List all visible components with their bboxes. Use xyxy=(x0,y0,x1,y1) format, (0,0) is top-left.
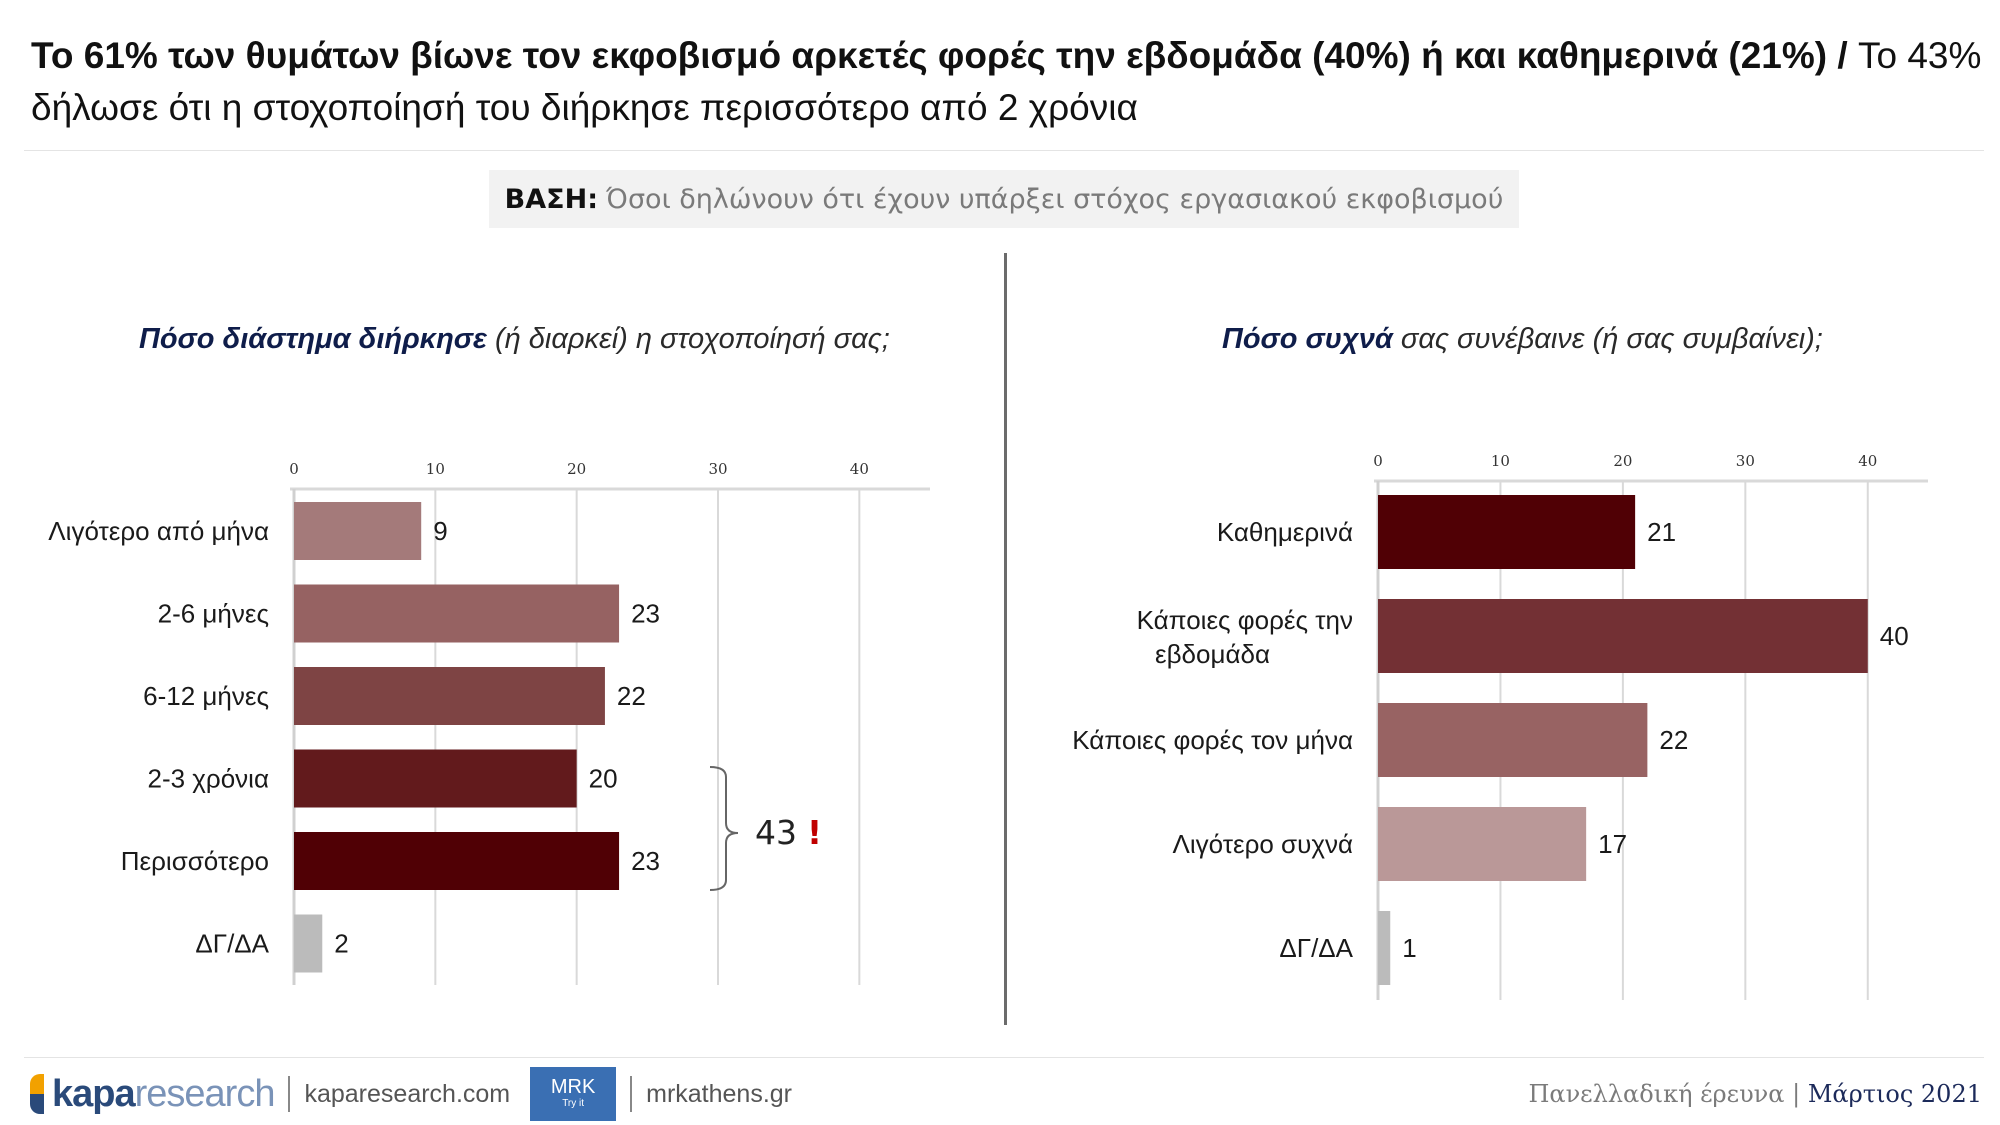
value-label-0-0: 9 xyxy=(433,516,447,546)
bar-0-4 xyxy=(294,832,620,890)
value-label-0-5: 2 xyxy=(334,929,348,959)
left-title-rest: (ή διαρκεί) η στοχοποίησή σας; xyxy=(486,323,890,355)
left-chart-title: Πόσο διάστημα διήρκησε (ή διαρκεί) η στο… xyxy=(139,323,890,356)
mrk-url[interactable]: mrkathens.gr xyxy=(646,1079,793,1108)
base-box: ΒΑΣΗ: Όσοι δηλώνουν ότι έχουν υπάρξει στ… xyxy=(489,170,1519,228)
x-tick-label-0-2: 20 xyxy=(567,460,586,478)
headline-bold: Το 61% των θυμάτων βίωνε τον εκφοβισμό α… xyxy=(31,35,1828,76)
curly-brace xyxy=(709,766,739,891)
footer-separator xyxy=(288,1076,291,1112)
category-label-0-4: Περισσότερο xyxy=(121,846,269,876)
x-tick-label-1-0: 0 xyxy=(1373,452,1383,470)
x-tick-label-0-4: 40 xyxy=(850,460,869,478)
right-bar-chart: 0 10 20 30 40 21 Καθημερινά 40 Κάποιες φορές την… xyxy=(1072,452,1928,1000)
survey-date: Μάρτιος 2021 xyxy=(1807,1080,1982,1108)
category-label-1-0: Καθημερινά xyxy=(1217,517,1353,547)
value-label-0-1: 23 xyxy=(631,599,660,629)
right-title-rest: σας συνέβαινε (ή σας συμβαίνει); xyxy=(1392,323,1823,355)
exclamation-icon: ! xyxy=(807,813,823,852)
right-chart-title: Πόσο συχνά σας συνέβαινε (ή σας συμβαίνε… xyxy=(1222,323,1823,356)
value-label-1-1: 40 xyxy=(1880,621,1909,651)
footer-logos: kaparesearch kaparesearch.com MRK Try it… xyxy=(26,1067,792,1121)
headline-slash: / xyxy=(1827,35,1858,76)
footer-separator-2 xyxy=(630,1076,633,1112)
kapa-url[interactable]: kaparesearch.com xyxy=(304,1079,511,1108)
value-label-0-3: 20 xyxy=(589,764,618,794)
headline-normal: Το 43% δήλωσε ότι η στοχοποίησή του διήρ… xyxy=(31,35,1982,128)
category-label-0-1: 2-6 μήνες xyxy=(158,599,269,629)
kapa-logo-icon xyxy=(26,1074,46,1114)
bar-0-2 xyxy=(294,667,605,725)
bar-0-1 xyxy=(294,584,620,643)
bar-1-3 xyxy=(1378,807,1587,881)
right-title-strong: Πόσο συχνά xyxy=(1222,323,1393,355)
bar-1-1 xyxy=(1378,599,1868,673)
kapa-logo: kaparesearch xyxy=(52,1072,275,1115)
x-tick-label-1-2: 20 xyxy=(1613,452,1632,470)
mrk-logo: MRK Try it xyxy=(530,1067,617,1121)
category-label-1-4: ΔΓ/ΔΑ xyxy=(1279,933,1353,963)
survey-label: Πανελλαδική έρευνα xyxy=(1528,1080,1785,1108)
x-tick-label-1-4: 40 xyxy=(1858,452,1877,470)
headline: Το 61% των θυμάτων βίωνε τον εκφοβισμό α… xyxy=(31,30,1991,134)
x-tick-label-1-3: 30 xyxy=(1736,452,1755,470)
category-label-1-1: Κάποιες φορές την εβδομάδα xyxy=(1137,605,1353,669)
category-label-1-3: Λιγότερο συχνά xyxy=(1172,829,1353,859)
value-label-0-4: 23 xyxy=(631,846,660,876)
bar-1-4 xyxy=(1378,911,1391,985)
bracket-total-value: 43 xyxy=(755,813,797,852)
bracket-brace xyxy=(709,766,739,891)
bar-0-5 xyxy=(294,914,323,973)
value-label-0-2: 22 xyxy=(617,681,646,711)
bar-0-0 xyxy=(294,502,422,560)
category-label-0-5: ΔΓ/ΔΑ xyxy=(195,929,269,959)
x-tick-label-0-1: 10 xyxy=(426,460,445,478)
bar-0-3 xyxy=(294,749,577,808)
base-label: ΒΑΣΗ: xyxy=(504,183,598,215)
category-label-0-3: 2-3 χρόνια xyxy=(147,764,269,794)
survey-sep: | xyxy=(1784,1080,1808,1108)
category-label-0-0: Λιγότερο από μήνα xyxy=(48,516,269,546)
left-title-strong: Πόσο διάστημα διήρκησε xyxy=(139,323,487,355)
bar-1-0 xyxy=(1378,495,1636,569)
value-label-1-0: 21 xyxy=(1647,517,1676,547)
bracket-total: 43! xyxy=(755,813,822,852)
value-label-1-3: 17 xyxy=(1598,829,1627,859)
category-label-1-2: Κάποιες φορές τον μήνα xyxy=(1072,725,1353,755)
value-label-1-2: 22 xyxy=(1659,725,1688,755)
base-text: Όσοι δηλώνουν ότι έχουν υπάρξει στόχος ε… xyxy=(606,183,1504,215)
value-label-1-4: 1 xyxy=(1402,933,1416,963)
center-divider xyxy=(1004,253,1007,1025)
bar-1-2 xyxy=(1378,703,1648,777)
footer-survey-info: Πανελλαδική έρευνα | Μάρτιος 2021 xyxy=(1528,1080,1982,1108)
x-tick-label-0-0: 0 xyxy=(289,460,299,478)
x-tick-label-0-3: 30 xyxy=(708,460,727,478)
header-rule xyxy=(24,150,1984,151)
footer-rule xyxy=(24,1057,1984,1058)
category-label-0-2: 6-12 μήνες xyxy=(143,681,269,711)
x-tick-label-1-1: 10 xyxy=(1491,452,1510,470)
